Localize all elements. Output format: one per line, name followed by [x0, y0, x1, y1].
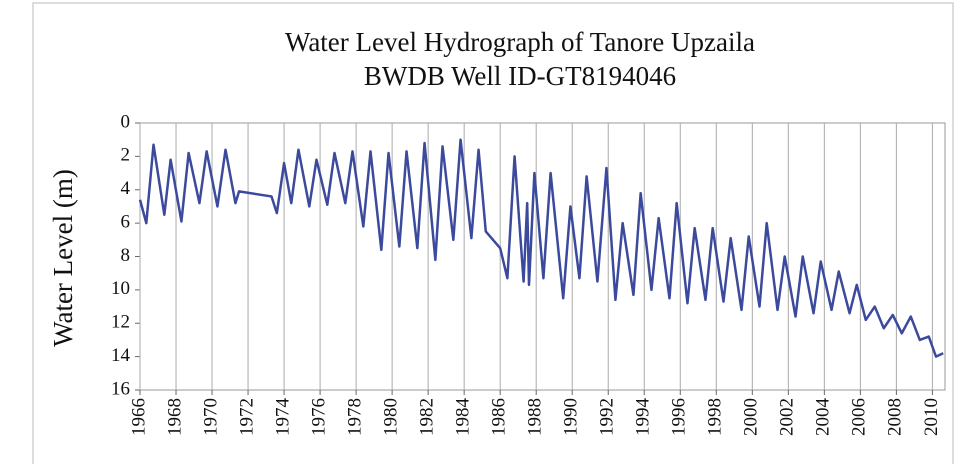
x-tick-label: 1998 — [705, 398, 726, 436]
x-tick-label: 1996 — [669, 398, 690, 436]
y-tick-label: 6 — [121, 211, 131, 232]
x-tick-label: 1978 — [344, 398, 365, 436]
y-tick-label: 16 — [111, 378, 130, 399]
y-tick-label: 10 — [111, 278, 130, 299]
x-tick-label: 2002 — [777, 398, 798, 436]
x-tick-label: 1974 — [272, 398, 293, 437]
y-tick-label: 2 — [121, 145, 131, 166]
y-axis-label: Water Level (m) — [48, 169, 78, 347]
x-tick-label: 1972 — [236, 398, 257, 436]
x-tick-label: 1984 — [453, 398, 474, 437]
x-tick-label: 2008 — [885, 398, 906, 436]
y-tick-label: 12 — [111, 312, 130, 333]
chart-title: Water Level Hydrograph of Tanore Upzaila — [285, 27, 755, 57]
x-tick-label: 1992 — [597, 398, 618, 436]
x-tick-label: 1976 — [308, 398, 329, 436]
x-tick-label: 1968 — [164, 398, 185, 436]
x-tick-label: 1994 — [633, 398, 654, 437]
data-line — [138, 138, 944, 358]
x-tick-label: 1988 — [525, 398, 546, 436]
x-tick-label: 1980 — [380, 398, 401, 436]
x-tick-label: 2010 — [921, 398, 942, 436]
y-tick-label: 4 — [121, 178, 131, 199]
x-tick-label: 1966 — [128, 398, 149, 436]
x-tick-label: 1970 — [200, 398, 221, 436]
x-tick-label: 2006 — [849, 398, 870, 436]
x-tick-label: 2000 — [741, 398, 762, 436]
y-tick-label: 0 — [121, 111, 131, 132]
x-tick-label: 1990 — [561, 398, 582, 436]
y-tick-label: 8 — [121, 245, 131, 266]
y-tick-label: 14 — [111, 345, 131, 366]
x-tick-label: 2004 — [813, 398, 834, 437]
x-tick-label: 1986 — [489, 398, 510, 436]
x-tick-label: 1982 — [417, 398, 438, 436]
chart-subtitle: BWDB Well ID-GT8194046 — [364, 61, 676, 91]
